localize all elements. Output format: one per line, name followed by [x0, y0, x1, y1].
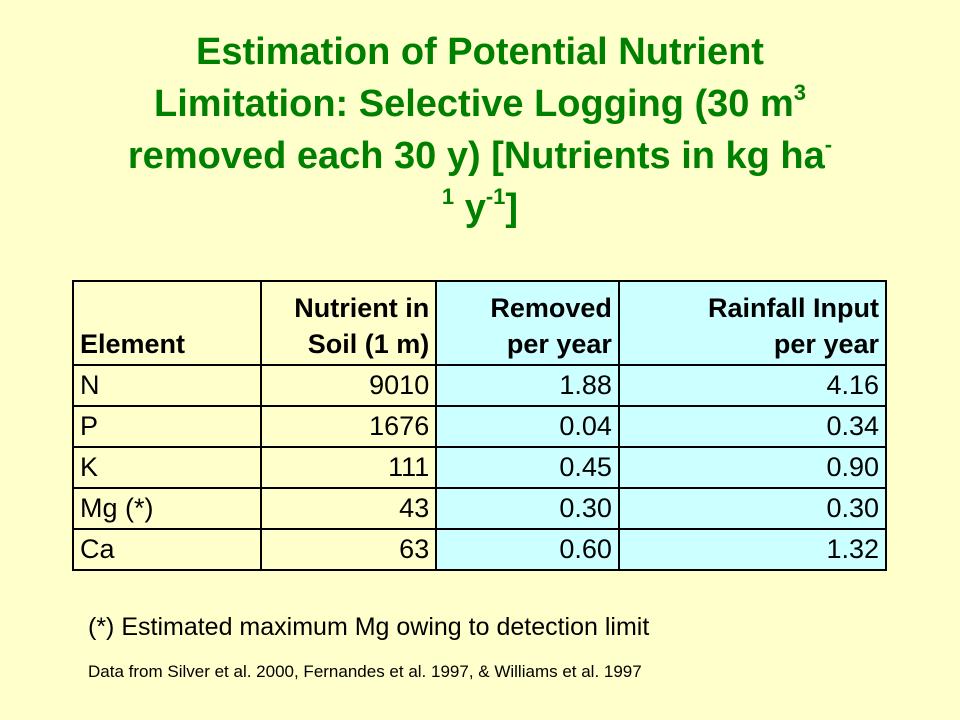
cell-rainfall: 0.90 — [617, 446, 888, 489]
cell-element: Ca — [72, 528, 262, 571]
cell-soil: 63 — [259, 528, 438, 571]
table-row: Ca 63 0.60 1.32 — [72, 528, 888, 571]
table-row: Mg (*) 43 0.30 0.30 — [72, 487, 888, 530]
cell-soil: 43 — [259, 487, 438, 530]
header-element: Element — [72, 280, 262, 366]
cell-soil: 9010 — [259, 364, 438, 407]
cell-rainfall: 0.34 — [617, 405, 888, 448]
title-line-3: removed each 30 y) [Nutrients in kg ha- — [127, 132, 833, 178]
header-removed: Removed per year — [435, 280, 620, 366]
cell-removed: 1.88 — [435, 364, 620, 407]
table-row: P 1676 0.04 0.34 — [72, 405, 888, 448]
footnote: (*) Estimated maximum Mg owing to detect… — [88, 613, 650, 641]
cell-removed: 0.45 — [435, 446, 620, 489]
nutrient-table: Element Nutrient in Soil (1 m) Removed per… — [72, 280, 888, 571]
cell-rainfall: 4.16 — [617, 364, 888, 407]
cell-soil: 1676 — [259, 405, 438, 448]
table-row: K 111 0.45 0.90 — [72, 446, 888, 489]
header-soil: Nutrient in Soil (1 m) — [259, 280, 438, 366]
data-source: Data from Silver et al. 2000, Fernandes … — [88, 662, 642, 681]
table-row: N 9010 1.88 4.16 — [72, 364, 888, 407]
title-line-1: Estimation of Potential Nutrient — [196, 31, 764, 73]
cell-rainfall: 1.32 — [617, 528, 888, 571]
cell-removed: 0.60 — [435, 528, 620, 571]
table-header-row: Element Nutrient in Soil (1 m) Removed per… — [72, 280, 888, 366]
cell-soil: 111 — [259, 446, 438, 489]
title-line-4: 1 y-1] — [441, 184, 519, 230]
cell-element: N — [72, 364, 262, 407]
cell-removed: 0.04 — [435, 405, 620, 448]
cell-removed: 0.30 — [435, 487, 620, 530]
cell-rainfall: 0.30 — [617, 487, 888, 530]
cell-element: K — [72, 446, 262, 489]
slide-title: Estimation of Potential Nutrient Limitat… — [40, 26, 920, 234]
cell-element: P — [72, 405, 262, 448]
cell-element: Mg (*) — [72, 487, 262, 530]
header-rainfall: Rainfall Input per year — [617, 280, 888, 366]
title-line-2: Limitation: Selective Logging (30 m3 — [154, 80, 806, 126]
